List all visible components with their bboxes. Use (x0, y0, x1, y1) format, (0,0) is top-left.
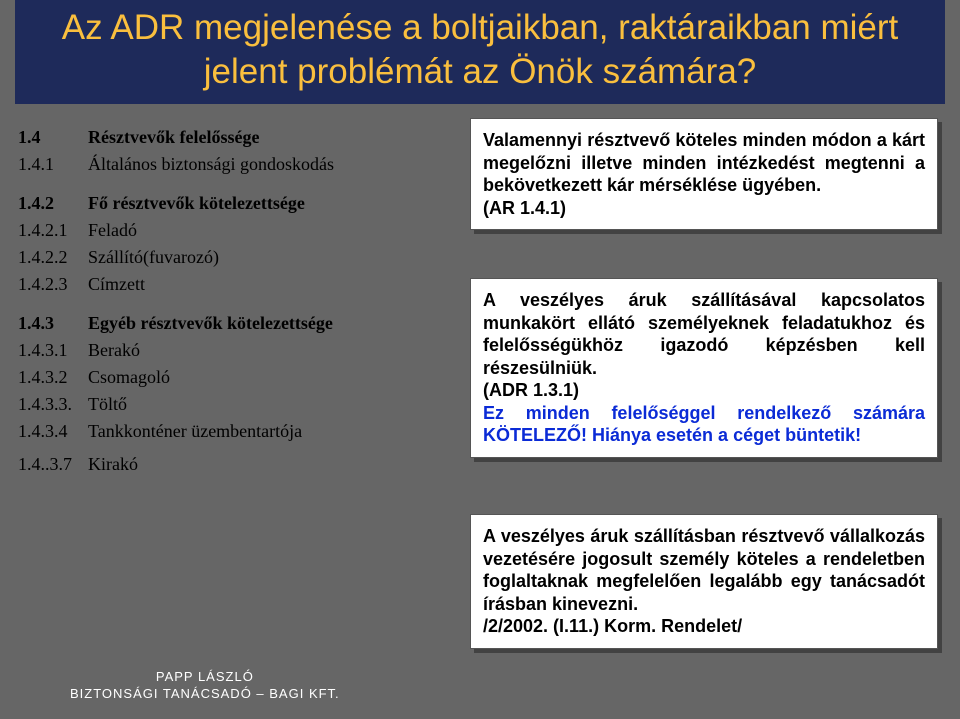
row-text: Egyéb résztvevők kötelezettsége (88, 310, 438, 337)
row-text: Tankkonténer üzembentartója (88, 418, 438, 445)
footer-line2: BIZTONSÁGI TANÁCSADÓ – BAGI KFT. (70, 686, 340, 703)
box1-text1: Valamennyi résztvevő köteles minden módo… (483, 129, 925, 197)
info-box-2: A veszélyes áruk szállításával kapcsolat… (470, 278, 938, 458)
row-number: 1.4..3.7 (18, 451, 88, 478)
row-text: Címzett (88, 271, 438, 298)
row-text: Általános biztonsági gondoskodás (88, 151, 438, 178)
row-text: Feladó (88, 217, 438, 244)
box2-text2: (ADR 1.3.1) (483, 379, 925, 402)
row-number: 1.4.3 (18, 310, 88, 337)
row-number: 1.4.1 (18, 151, 88, 178)
table-row: 1.4.2.3Címzett (18, 271, 438, 298)
row-text: Szállító(fuvarozó) (88, 244, 438, 271)
table-row: 1.4.1Általános biztonsági gondoskodás (18, 151, 438, 178)
table-row (18, 178, 438, 190)
left-table: 1.4Résztvevők felelőssége1.4.1Általános … (18, 124, 438, 478)
footer: PAPP LÁSZLÓ BIZTONSÁGI TANÁCSADÓ – BAGI … (70, 669, 340, 703)
box2-text1: A veszélyes áruk szállításával kapcsolat… (483, 289, 925, 379)
row-text: Fő résztvevők kötelezettsége (88, 190, 438, 217)
row-text: Csomagoló (88, 364, 438, 391)
table-row: 1.4.2Fő résztvevők kötelezettsége (18, 190, 438, 217)
row-text: Berakó (88, 337, 438, 364)
row-number: 1.4.3.3. (18, 391, 88, 418)
row-number: 1.4.3.1 (18, 337, 88, 364)
row-number: 1.4 (18, 124, 88, 151)
title-box: Az ADR megjelenése a boltjaikban, raktár… (15, 0, 945, 104)
row-number: 1.4.2.1 (18, 217, 88, 244)
table-row: 1.4.3.3.Töltő (18, 391, 438, 418)
row-number: 1.4.2.2 (18, 244, 88, 271)
row-text: Kirakó (88, 451, 438, 478)
table-row: 1.4.3Egyéb résztvevők kötelezettsége (18, 310, 438, 337)
footer-line1: PAPP LÁSZLÓ (70, 669, 340, 686)
row-text: Töltő (88, 391, 438, 418)
box3-text1: A veszélyes áruk szállításban résztvevő … (483, 525, 925, 615)
table-row: 1.4.2.1Feladó (18, 217, 438, 244)
row-text: Résztvevők felelőssége (88, 124, 438, 151)
box2-text3: Ez minden felelőséggel rendelkező számár… (483, 402, 925, 447)
row-number: 1.4.2 (18, 190, 88, 217)
row-number: 1.4.2.3 (18, 271, 88, 298)
table-row: 1.4.3.4Tankkonténer üzembentartója (18, 418, 438, 445)
row-number: 1.4.3.4 (18, 418, 88, 445)
slide: Az ADR megjelenése a boltjaikban, raktár… (0, 0, 960, 719)
table-row: 1.4.2.2Szállító(fuvarozó) (18, 244, 438, 271)
info-box-3: A veszélyes áruk szállításban résztvevő … (470, 514, 938, 649)
table-row: 1.4..3.7Kirakó (18, 451, 438, 478)
slide-title: Az ADR megjelenése a boltjaikban, raktár… (31, 6, 929, 94)
table-row (18, 298, 438, 310)
table-row: 1.4.3.2Csomagoló (18, 364, 438, 391)
info-box-1: Valamennyi résztvevő köteles minden módo… (470, 118, 938, 230)
table-row: 1.4.3.1Berakó (18, 337, 438, 364)
table-row: 1.4Résztvevők felelőssége (18, 124, 438, 151)
row-number: 1.4.3.2 (18, 364, 88, 391)
contents-table: 1.4Résztvevők felelőssége1.4.1Általános … (18, 124, 438, 478)
box3-text2: /2/2002. (I.11.) Korm. Rendelet/ (483, 615, 925, 638)
box1-text2: (AR 1.4.1) (483, 197, 925, 220)
